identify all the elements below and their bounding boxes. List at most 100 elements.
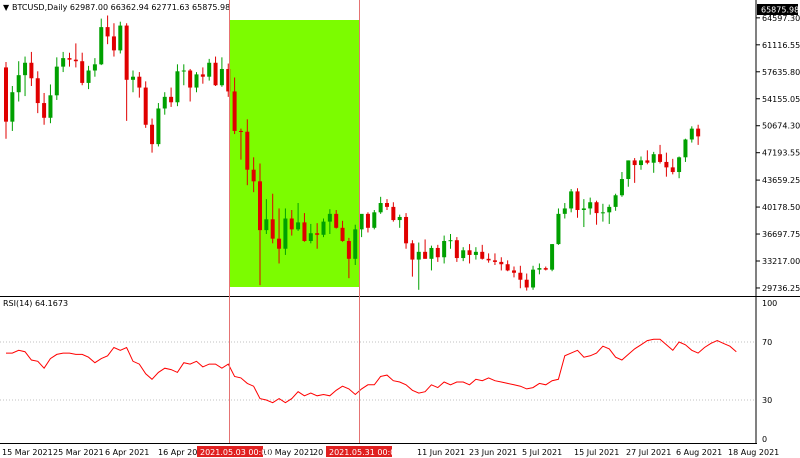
x-tick-label: 6 Aug 2021 — [676, 448, 722, 457]
candle-body — [296, 222, 301, 230]
candle-body — [219, 68, 224, 86]
candle-body — [581, 208, 586, 210]
candle-body — [435, 247, 440, 258]
candle-body — [442, 240, 447, 258]
candle-body — [404, 216, 409, 244]
candle-body — [492, 260, 497, 262]
candle-body — [16, 75, 21, 93]
highlight-range — [229, 20, 359, 287]
candle-body — [607, 206, 612, 213]
candle-body — [232, 91, 237, 131]
candle-body — [372, 212, 377, 228]
candle-body — [365, 213, 370, 228]
candle-body — [416, 251, 421, 260]
candle-body — [143, 87, 148, 125]
candle-body — [277, 238, 282, 249]
candle-body — [639, 160, 643, 166]
x-tick-label: 10 May 2021 — [262, 448, 314, 457]
candle-body — [321, 221, 326, 235]
candle-body — [378, 203, 383, 213]
candle-body — [613, 195, 618, 207]
candle-body — [283, 218, 288, 249]
candle-body — [156, 108, 161, 145]
candle-body — [10, 92, 15, 122]
candle-body — [61, 58, 66, 67]
rsi-tick-30: 30 — [762, 396, 772, 405]
candle-body — [461, 250, 466, 259]
candle-body — [467, 250, 472, 255]
candle-body — [23, 62, 28, 76]
y-tick-label: 43659.25 — [762, 176, 800, 185]
candle-body — [448, 240, 453, 242]
y-tick-label: 47193.55 — [762, 149, 800, 158]
rsi-tick-100: 100 — [762, 299, 777, 308]
candle-body — [80, 61, 85, 83]
candle-body — [111, 36, 116, 51]
candle-body — [518, 272, 523, 280]
symbol-dropdown-icon[interactable]: ▼ — [3, 3, 10, 12]
candle-body — [550, 244, 555, 270]
candle-body — [238, 130, 243, 132]
candle-body — [150, 124, 155, 145]
y-tick-label: 54155.05 — [762, 95, 800, 104]
candle-body — [391, 206, 396, 221]
candle-body — [207, 62, 212, 77]
current-price-label: 65875.98 — [761, 6, 799, 15]
x-tick-label: 23 Jun 2021 — [469, 448, 517, 457]
candle-body — [410, 243, 415, 260]
candle-body — [645, 160, 650, 163]
candle-body — [200, 74, 205, 77]
y-tick-label: 40178.50 — [762, 203, 800, 212]
candle-body — [175, 71, 180, 103]
x-tick-label: 15 Jul 2021 — [574, 448, 619, 457]
candle-body — [537, 268, 542, 270]
candle-body — [353, 229, 358, 259]
candle-body — [73, 59, 78, 62]
candle-body — [137, 76, 142, 88]
candle-body — [169, 96, 174, 103]
time-axis: 15 Mar 2021 25 Mar 2021 6 Apr 2021 16 Ap… — [2, 448, 779, 457]
candle-body — [162, 96, 167, 109]
candle-body — [651, 154, 656, 163]
candle-body — [315, 233, 320, 235]
crosshair-time-label-end-box — [326, 446, 392, 457]
candle-body — [124, 25, 129, 80]
y-tick-label: 61116.55 — [762, 41, 800, 50]
candle-body — [556, 213, 561, 245]
candle-body — [677, 157, 682, 173]
candle-body — [67, 58, 72, 60]
x-tick-label: 27 Jul 2021 — [626, 448, 671, 457]
candles — [4, 15, 701, 291]
candle-body — [131, 76, 135, 80]
current-price-box — [757, 4, 798, 15]
candle-body — [181, 70, 186, 72]
candle-body — [334, 213, 339, 228]
candle-body — [626, 160, 631, 179]
rsi-title: RSI(14) 64.1673 — [3, 299, 68, 308]
x-tick-label: 20 — [313, 448, 323, 457]
x-tick-label: 6 Apr 2021 — [105, 448, 149, 457]
candle-body — [619, 178, 624, 196]
candle-body — [48, 95, 53, 118]
candle-body — [359, 213, 364, 230]
x-tick-label: 15 Mar 2021 — [2, 448, 53, 457]
y-tick-label: 29736.25 — [762, 284, 800, 293]
y-tick-label: 57635.80 — [762, 68, 800, 77]
candle-body — [543, 268, 548, 270]
candle-body — [54, 66, 59, 96]
y-tick-label: 36697.75 — [762, 230, 800, 239]
x-tick-label: 25 Mar 2021 — [53, 448, 104, 457]
candle-body — [429, 247, 434, 259]
rsi-panel[interactable] — [0, 297, 756, 443]
crosshair-time-label-start: 2021.05.03 00:00 — [200, 448, 271, 457]
x-tick-label: 16 Apr 2021 — [158, 448, 207, 457]
candle-body — [385, 203, 389, 207]
candle-body — [327, 213, 332, 222]
candle-body — [397, 216, 402, 221]
candle-body — [99, 27, 104, 65]
candle-body — [499, 261, 504, 265]
candle-body — [594, 202, 599, 214]
candle-body — [194, 74, 199, 88]
candle-body — [289, 218, 294, 230]
